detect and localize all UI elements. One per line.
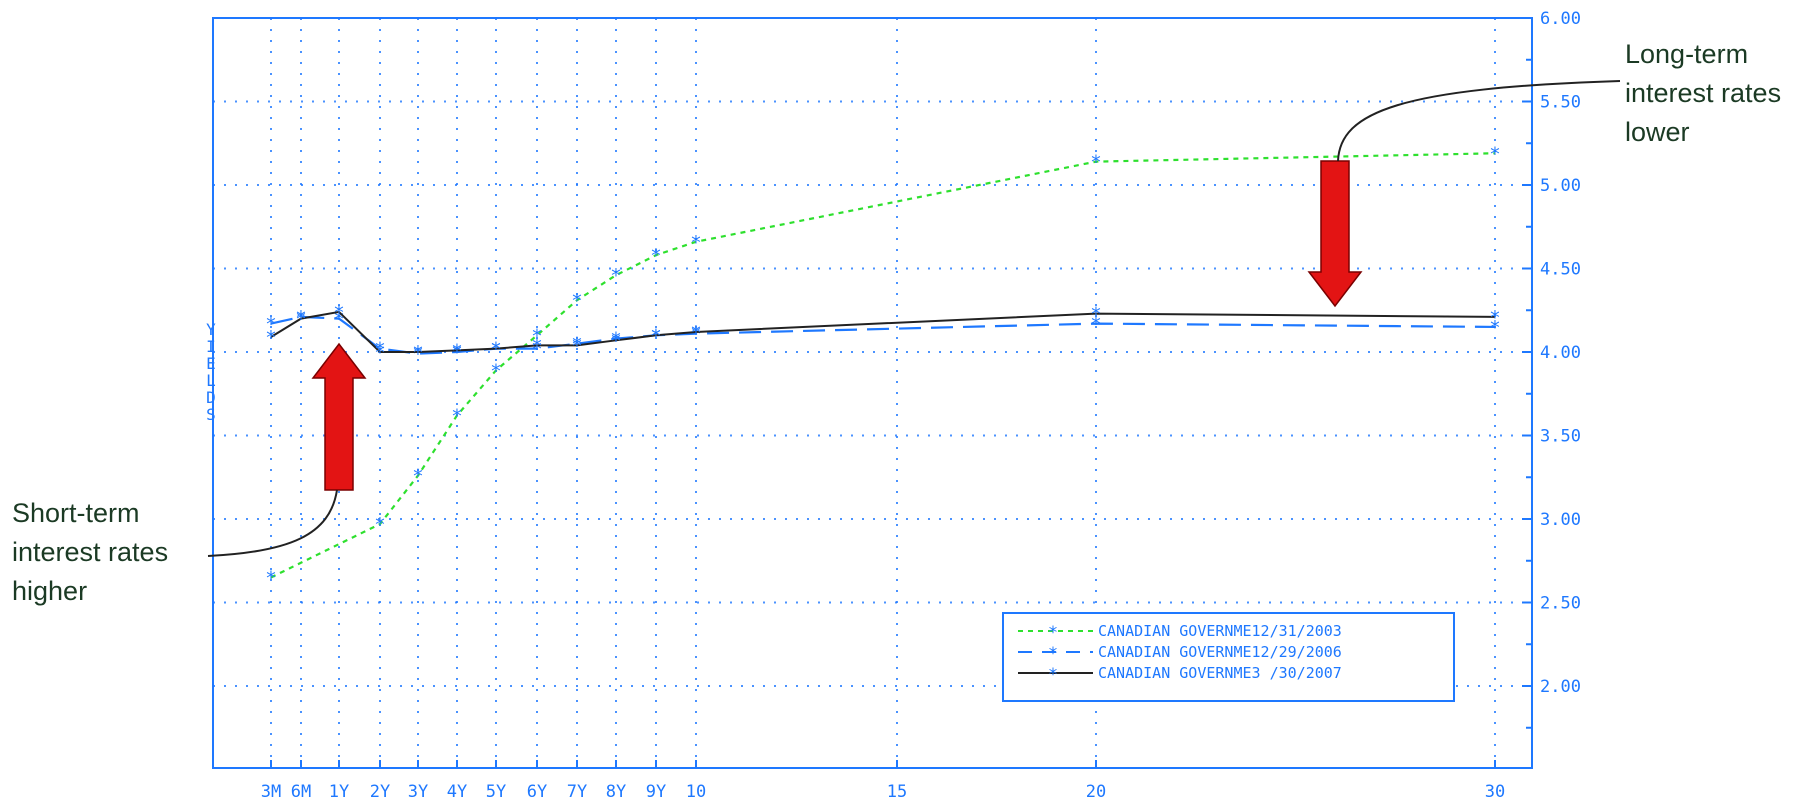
legend-entry: CANADIAN GOVERNME12/31/2003 [1098,622,1342,640]
legend-entry: CANADIAN GOVERNME12/29/2006 [1098,643,1342,661]
arrow-down-icon [1307,160,1363,308]
annotations: Short-term interest rates higher Long-term i… [12,39,1781,606]
legend-marker: * [1048,623,1058,643]
series-point-1: * [1489,143,1500,165]
series-point-3: * [265,327,276,349]
legend-marker: * [1048,665,1058,685]
series-point-2: * [531,339,542,361]
y-tick-label: 4.50 [1540,260,1581,280]
series-point-3: * [610,330,621,352]
long-term-annotation: Long-term [1625,39,1748,69]
short-term-annotation: Short-term [12,498,140,528]
x-tick-label: 5Y [486,782,506,802]
series-point-1: * [610,265,621,287]
series-point-3: * [295,309,306,331]
x-tick-label: 9Y [646,782,666,802]
series-point-3: * [333,302,344,324]
series-layer: *********** ** * ** * * * * * * * * * *** ** * * * * * * * ** * [265,143,1500,589]
series-point-1: * [265,567,276,589]
long-term-annotation: lower [1625,117,1690,147]
series-point-1: * [531,325,542,347]
series-point-2: * [412,344,423,366]
x-tick-label: 2Y [370,782,390,802]
short-term-annotation: interest rates [12,537,168,567]
y-tick-label: 2.50 [1540,594,1581,614]
long-term-annotation: interest rates [1625,78,1781,108]
series-point-3: * [1489,307,1500,329]
series-point-3: * [531,335,542,357]
y-tick-label: 3.00 [1540,510,1581,530]
series-point-2: * [451,342,462,364]
legend: * CANADIAN GOVERNME12/31/2003 * CANADIAN GO… [1002,612,1455,702]
series-point-2: * [690,324,701,346]
y-tick-label: 3.50 [1540,427,1581,447]
x-tick-label: 10 [686,782,706,802]
series-line-2 [270,315,1496,355]
series-point-3: * [1090,304,1101,326]
y-tick-label: 2.00 [1540,677,1581,697]
y-axis-label-char: I [206,337,216,356]
series-line-1 [270,152,1496,579]
series-point-1: * [374,514,385,536]
series-point-3: * [451,340,462,362]
arrow-up-icon [311,342,367,491]
series-point-1: * [490,360,501,382]
series-point-1: * [412,466,423,488]
series-point-3: * [650,325,661,347]
series-point-3: * [412,342,423,364]
x-tick-label: 15 [887,782,907,802]
legend-marker: * [1048,644,1058,664]
series-point-1: * [1090,152,1101,174]
series-point-2: * [374,339,385,361]
x-tick-label: 1Y [329,782,349,802]
series-point-2: * [1090,314,1101,336]
arrow-layer [311,160,1363,491]
x-tick-label: 3Y [408,782,428,802]
series-point-2: * [265,314,276,336]
legend-box [1002,612,1455,702]
y-axis-label-char: L [206,371,216,390]
x-tick-label: 20 [1086,782,1106,802]
series-point-3: * [690,322,701,344]
x-tick-label: 4Y [447,782,467,802]
legend-entry: CANADIAN GOVERNME3 /30/2007 [1098,664,1342,682]
x-tick-label: 6Y [527,782,547,802]
series-point-1: * [690,232,701,254]
series-point-1: * [451,405,462,427]
series-point-3: * [374,342,385,364]
x-tick-label: 3M [261,782,281,802]
y-axis-label-char: S [206,405,216,424]
series-point-1: * [571,290,582,312]
axis-layer: 6.00 5.50 5.00 4.50 4.00 3.50 3.00 2.50 2.00 3M 6M… [206,9,1581,802]
y-tick-label: 5.50 [1540,93,1581,113]
series-point-2: * [333,309,344,331]
y-axis-label-char: E [206,354,216,373]
long-term-leader-line [1337,80,1621,162]
series-point-3: * [571,335,582,357]
x-tick-label: 7Y [567,782,587,802]
x-tick-label: 6M [291,782,311,802]
series-line-3 [270,310,1496,353]
y-tick-label: 6.00 [1540,9,1581,29]
short-term-annotation: higher [12,576,87,606]
x-tick-label: 30 [1485,782,1505,802]
series-point-2: * [1489,317,1500,339]
y-tick-label: 5.00 [1540,176,1581,196]
short-term-leader-line [207,489,338,557]
series-point-3: * [490,339,501,361]
y-tick-label: 4.00 [1540,343,1581,363]
y-axis-label-char: D [206,388,216,407]
x-tick-label: 8Y [606,782,626,802]
series-point-1: * [650,245,661,267]
y-axis-label-char: Y [206,320,216,339]
